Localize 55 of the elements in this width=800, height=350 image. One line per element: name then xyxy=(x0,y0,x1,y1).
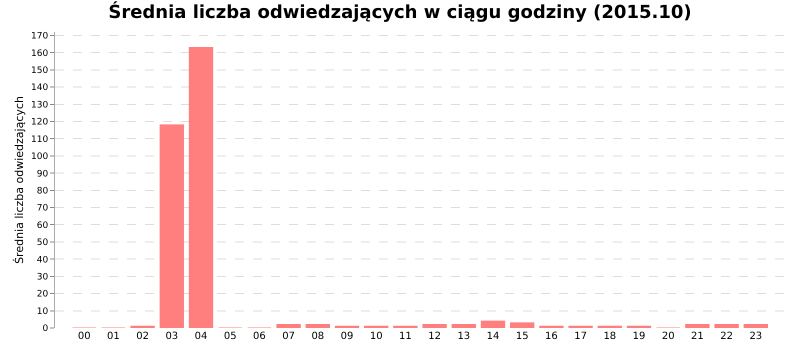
bar xyxy=(188,46,214,328)
y-tick-label: 80 xyxy=(36,186,48,196)
y-tick-label: 10 xyxy=(36,306,48,317)
y-tick-label: 70 xyxy=(36,204,48,214)
x-tick-label: 06 xyxy=(253,331,266,342)
y-tick-label: 50 xyxy=(36,238,48,248)
y-tick-label: 120 xyxy=(31,118,48,128)
x-tick-label: 17 xyxy=(574,331,587,342)
x-tick-label: 18 xyxy=(603,331,616,342)
bar xyxy=(714,324,739,328)
x-tick-label: 19 xyxy=(632,331,646,342)
x-tick-label: 15 xyxy=(516,331,529,342)
x-tick-label: 13 xyxy=(457,331,470,342)
y-tick-label: 0 xyxy=(42,324,48,334)
bar xyxy=(744,324,768,328)
bar xyxy=(510,322,534,328)
x-tick-label: 02 xyxy=(136,331,149,342)
x-tick-label: 11 xyxy=(399,331,412,342)
y-tick-label: 40 xyxy=(36,255,48,266)
x-tick-label: 12 xyxy=(428,331,441,342)
bar xyxy=(685,324,710,328)
bar xyxy=(306,324,330,328)
x-tick-label: 23 xyxy=(749,331,762,342)
x-tick-label: 16 xyxy=(545,331,558,342)
x-tick-label: 20 xyxy=(662,331,675,342)
bar xyxy=(480,320,506,328)
bar xyxy=(422,324,447,328)
x-tick-label: 07 xyxy=(282,331,295,342)
y-axis-title: Średnia liczba odwiedzających xyxy=(12,96,26,264)
y-tick-label: 110 xyxy=(31,134,48,145)
y-tick-label: 160 xyxy=(31,48,48,59)
y-tick-label: 100 xyxy=(31,152,48,162)
x-tick-label: 05 xyxy=(224,331,237,342)
x-tick-label: 03 xyxy=(165,331,178,342)
x-tick-label: 00 xyxy=(78,331,91,342)
x-tick-label: 10 xyxy=(370,331,383,342)
x-tick-label: 01 xyxy=(107,331,120,342)
y-tick-label: 140 xyxy=(31,83,48,94)
chart-title: Średnia liczba odwiedzających w ciągu godziny (2015.10) xyxy=(108,0,692,23)
bar xyxy=(160,124,184,328)
y-tick-label: 150 xyxy=(31,66,48,76)
x-tick-label: 09 xyxy=(340,331,354,342)
y-tick-label: 170 xyxy=(31,32,48,42)
x-tick-label: 22 xyxy=(720,331,733,342)
bar xyxy=(276,324,301,328)
y-tick-label: 60 xyxy=(36,220,48,231)
y-tick-label: 90 xyxy=(36,169,48,180)
x-tick-label: 14 xyxy=(486,331,500,342)
bar xyxy=(452,324,476,328)
y-tick-label: 130 xyxy=(31,100,48,110)
x-tick-label: 04 xyxy=(194,331,208,342)
y-tick-label: 30 xyxy=(36,272,48,283)
x-tick-label: 08 xyxy=(311,331,324,342)
x-tick-label: 21 xyxy=(691,331,704,342)
y-tick-label: 20 xyxy=(36,290,48,300)
